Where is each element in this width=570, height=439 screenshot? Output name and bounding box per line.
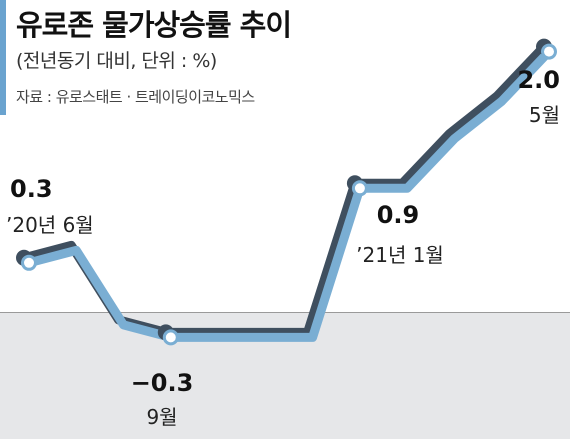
title-accent-bar (0, 0, 6, 115)
data-label-value: 0.9 (377, 201, 420, 229)
data-label-value: 0.3 (10, 175, 53, 203)
data-point-marker (21, 254, 37, 271)
data-label-value: −0.3 (131, 369, 194, 397)
data-label-date: 9월 (146, 405, 177, 429)
data-label-date: 5월 (529, 103, 560, 127)
data-point-marker (162, 329, 179, 346)
series-line (24, 47, 554, 342)
chart-subtitle: (전년동기 대비, 단위 : %) (16, 50, 217, 72)
data-point-marker (351, 180, 368, 197)
chart-title: 유로존 물가상승률 추이 (16, 8, 292, 42)
data-label-date: ’21년 1월 (356, 243, 444, 267)
data-label-date: ’20년 6월 (6, 213, 94, 237)
data-point-marker (541, 43, 557, 60)
data-label-value: 2.0 (517, 66, 560, 94)
chart-source: 자료 : 유로스태트 · 트레이딩이코노믹스 (16, 88, 255, 106)
